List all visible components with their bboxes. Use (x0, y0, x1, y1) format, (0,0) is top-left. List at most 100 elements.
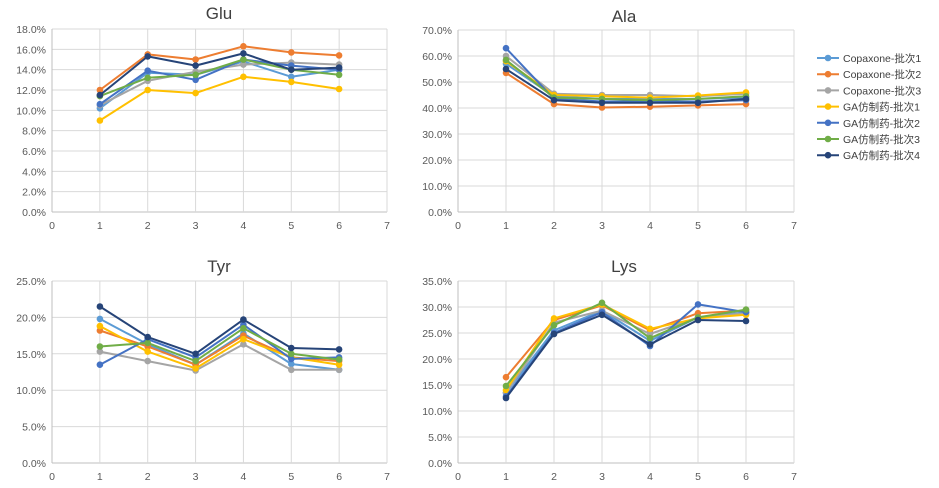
ala-series-line-6 (505, 59, 747, 102)
tyr-series-7-point (288, 344, 295, 352)
ala-series-7-point (502, 65, 510, 73)
ala-y-tick-label: 60.0% (422, 51, 452, 63)
lys-y-tick-label: 20.0% (422, 354, 452, 366)
tyr-x-tick-label: 7 (384, 471, 390, 483)
ala-x-tick-label: 6 (743, 220, 749, 232)
glu-x-tick-label: 5 (288, 220, 294, 232)
tyr-series-6-point (240, 325, 247, 332)
lys-chart-title: Lys (611, 257, 637, 276)
legend-item: Copaxone-批次3 (817, 84, 921, 97)
glu-series-7-point (144, 53, 151, 60)
glu-y-tick-label: 6.0% (22, 146, 46, 158)
ala-y-tick-label: 30.0% (422, 129, 452, 141)
tyr-y-tick-label: 25.0% (16, 276, 46, 288)
lys-series-6-point (550, 321, 558, 329)
lys-series-4-point (646, 325, 654, 333)
glu-x-tick-label: 2 (145, 220, 151, 232)
glu-series-2-point (240, 43, 247, 50)
lys-series-4-point (550, 315, 558, 322)
tyr-series-3-point (335, 366, 343, 374)
glu-y-tick-label: 8.0% (22, 126, 46, 138)
ala-series-line-2 (505, 72, 747, 109)
lys-series-7-point (550, 330, 558, 338)
legend-label: GA仿制药-批次4 (843, 149, 920, 162)
lys-series-7-point (502, 394, 510, 402)
glu-series-4-point (192, 89, 199, 97)
glu-y-tick-label: 18.0% (16, 24, 46, 36)
ala-series-line-7 (505, 68, 747, 104)
lys-y-tick-label: 35.0% (422, 276, 452, 288)
lys-series-line-7 (505, 313, 747, 399)
ala-x-tick-label: 4 (647, 220, 653, 232)
legend-label: GA仿制药-批次2 (843, 117, 920, 130)
tyr-series-6-point (335, 356, 343, 363)
lys-series-6-point (742, 306, 750, 313)
tyr-series-4-point (240, 335, 247, 343)
lys-series-5-point (694, 301, 702, 308)
glu-series-6-point (144, 74, 151, 82)
tyr-series-7-point (96, 303, 104, 310)
legend-label: Copaxone-批次3 (843, 84, 921, 97)
lys-y-tick-label: 30.0% (422, 302, 452, 314)
glu-series-line-5 (99, 58, 340, 106)
glu-x-tick-label: 7 (384, 220, 390, 232)
ala-x-tick-label: 7 (791, 220, 797, 232)
tyr-series-4-point (144, 348, 151, 355)
lys-series-6-point (646, 334, 654, 342)
legend-marker-swatch (824, 103, 832, 110)
tyr-chart-title: Tyr (207, 257, 231, 276)
glu-series-4-point (335, 85, 343, 93)
ala-y-tick-label: 70.0% (422, 25, 452, 37)
glu-series-line-7 (99, 52, 340, 96)
glu-series-line-4 (99, 75, 340, 122)
lys-series-7-point (694, 316, 702, 324)
glu-y-tick-label: 2.0% (22, 187, 46, 199)
tyr-series-5-point (96, 361, 104, 369)
glu-chart-title: Glu (206, 4, 232, 23)
ala-series-7-point (742, 95, 750, 103)
tyr-chart: Tyr 0.0% 5.0% 10.0% 15.0% 20.0% 25.0% 0 1 2 3 4 5 6 7 (16, 257, 390, 483)
tyr-series-3-point (96, 348, 104, 355)
lys-x-tick-label: 4 (647, 471, 653, 483)
glu-series-5-point (96, 100, 104, 108)
tyr-series-1-point (96, 315, 104, 323)
lys-series-7-point (742, 317, 750, 325)
ala-series-5-point (502, 44, 510, 52)
tyr-y-tick-label: 5.0% (22, 422, 46, 434)
glu-series-1-point (288, 73, 295, 81)
legend-label: GA仿制药-批次3 (843, 133, 920, 146)
legend-marker-swatch (824, 87, 832, 94)
legend-marker-swatch (824, 54, 832, 62)
lys-series-line-4 (505, 303, 747, 391)
glu-y-tick-label: 10.0% (16, 105, 46, 117)
lys-y-tick-label: 0.0% (428, 458, 452, 470)
glu-series-2-point (335, 52, 343, 59)
lys-series-7-point (646, 341, 654, 348)
ala-chart: Ala 0.0%10.0%20.0%30.0%40.0%50.0%60.0%70… (422, 7, 797, 232)
legend-item: GA仿制药-批次3 (817, 133, 920, 146)
tyr-series-6-point (288, 350, 295, 358)
glu-series-2-point (192, 56, 199, 63)
lys-x-tick-label: 1 (503, 471, 509, 483)
glu-series-7-point (240, 50, 247, 57)
tyr-x-tick-label: 5 (288, 471, 294, 483)
tyr-series-7-point (240, 316, 247, 323)
legend-item: Copaxone-批次1 (817, 52, 921, 65)
legend-item: GA仿制药-批次4 (817, 149, 920, 162)
legend-label: Copaxone-批次1 (843, 52, 921, 65)
ala-y-tick-label: 10.0% (422, 181, 452, 193)
legend-item: GA仿制药-批次1 (817, 101, 920, 114)
legend-item: GA仿制药-批次2 (817, 117, 920, 130)
glu-series-4-point (144, 86, 151, 94)
ala-series-line-1 (505, 62, 747, 100)
glu-x-tick-label: 1 (97, 220, 103, 232)
tyr-series-3-point (288, 366, 295, 374)
tyr-y-tick-label: 0.0% (22, 458, 46, 470)
glu-series-6-point (240, 56, 247, 63)
tyr-y-tick-label: 10.0% (16, 385, 46, 397)
ala-x-tick-label: 1 (503, 220, 509, 232)
lys-x-tick-label: 5 (695, 471, 701, 483)
legend-label: GA仿制药-批次1 (843, 101, 920, 114)
lys-y-tick-label: 5.0% (428, 432, 452, 444)
tyr-series-4-point (96, 322, 104, 330)
